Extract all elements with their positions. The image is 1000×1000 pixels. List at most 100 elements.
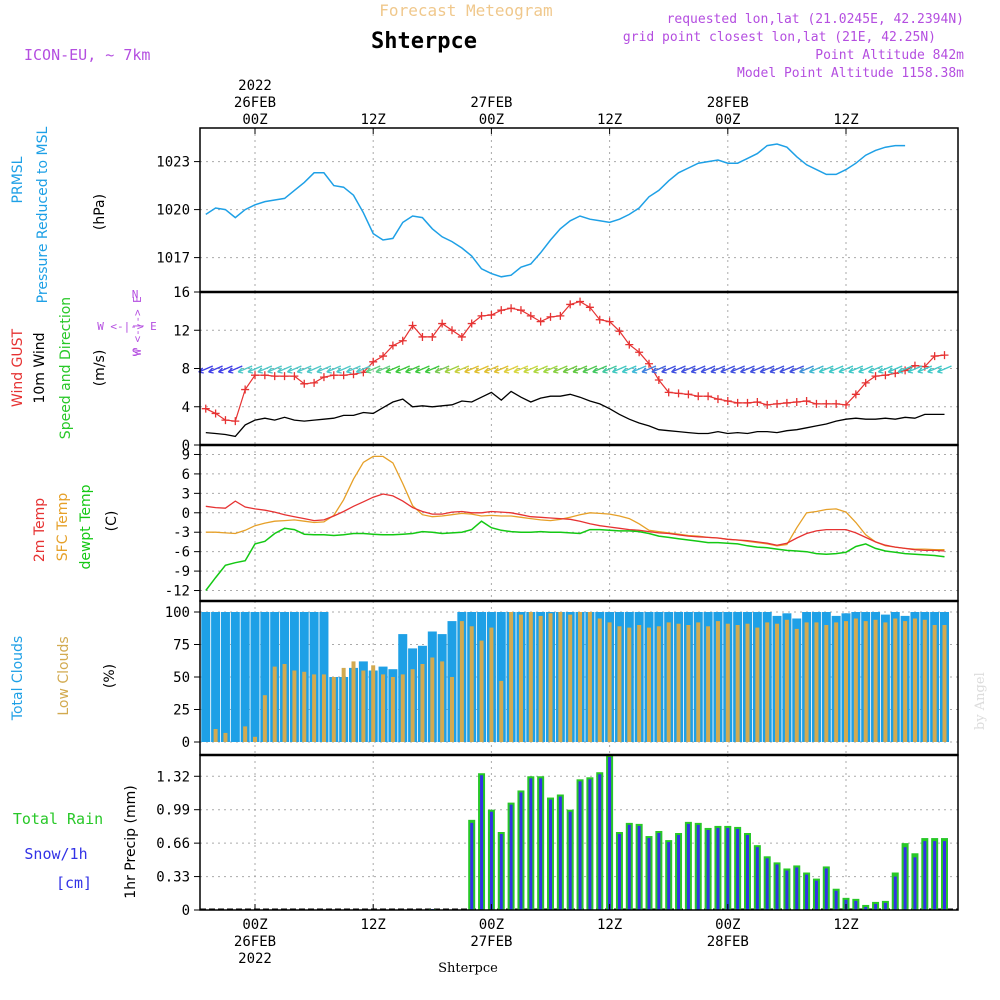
wind-direction-arrow	[405, 365, 420, 374]
pressure-label-prmsl: PRMSL	[10, 156, 26, 203]
top-time-label: 00Z	[715, 112, 740, 128]
gust-marker	[566, 300, 575, 309]
rain-precip-bar	[529, 778, 533, 910]
gust-marker	[654, 375, 663, 384]
pressure-ytick-label: 1017	[156, 251, 190, 267]
clouds-ytick-label: 75	[173, 638, 190, 654]
compass-s: S	[132, 346, 139, 359]
low-cloud-bar	[784, 619, 789, 742]
top-time-label: 2022	[238, 78, 272, 94]
top-time-label: 12Z	[361, 112, 386, 128]
wind-direction-arrow	[808, 365, 824, 374]
low-cloud-bar	[518, 614, 523, 742]
wind-direction-arrow	[631, 365, 647, 374]
wind-direction-arrow	[375, 365, 391, 374]
low-cloud-bar	[647, 627, 651, 742]
low-cloud-bar	[932, 625, 937, 742]
rain-precip-bar	[598, 774, 602, 910]
gust-marker	[300, 379, 309, 388]
wind-direction-arrow	[740, 365, 755, 374]
wind-direction-arrow	[937, 365, 952, 374]
low-cloud-bar	[302, 671, 307, 742]
gust-marker	[773, 399, 782, 408]
gust-marker	[251, 371, 259, 380]
low-cloud-bar	[824, 625, 829, 742]
wind-direction-arrow	[365, 365, 381, 374]
gust-marker	[694, 392, 703, 401]
low-cloud-bar	[538, 615, 543, 742]
temperature-ytick-label: -9	[173, 564, 190, 580]
wind-direction-arrow	[247, 365, 263, 374]
wind-direction-arrow	[454, 365, 470, 374]
bottom-time-label: 12Z	[833, 917, 858, 933]
clouds-unit-label: (%)	[102, 664, 118, 688]
gust-marker	[369, 357, 378, 366]
wind-10m-label: 10m Wind	[32, 332, 48, 403]
gust-marker	[615, 327, 624, 336]
rain-precip-bar	[470, 822, 474, 910]
low-cloud-bar	[725, 623, 730, 742]
rain-precip-bar	[903, 847, 907, 910]
temp-2m-line	[205, 493, 945, 552]
rain-precip-bar	[854, 900, 858, 910]
gust-marker	[280, 372, 289, 381]
wind-direction-arrow	[424, 365, 440, 374]
gust-marker	[753, 397, 762, 406]
gust-marker	[576, 297, 585, 306]
wind-direction-arrow	[848, 365, 864, 374]
low-cloud-bar	[735, 625, 740, 742]
rain-precip-bar	[893, 876, 897, 910]
bottom-time-label: 26FEB	[234, 934, 276, 950]
low-cloud-bar	[745, 623, 750, 742]
wind-direction-arrow	[582, 365, 598, 374]
low-cloud-bar	[430, 657, 435, 742]
wind-direction-arrow	[700, 365, 716, 374]
gust-marker	[792, 397, 801, 406]
low-cloud-bar	[676, 623, 681, 742]
rain-precip-bar	[746, 835, 749, 910]
gust-marker	[231, 417, 240, 426]
bottom-time-label: 12Z	[361, 917, 386, 933]
wind-direction-arrow	[286, 365, 302, 374]
wind-direction-arrow	[464, 365, 479, 374]
top-time-label: 00Z	[242, 112, 267, 128]
rain-precip-bar	[716, 827, 720, 910]
gust-marker	[881, 371, 890, 380]
wind-direction-arrow	[483, 365, 499, 374]
wind-direction-arrow	[355, 365, 371, 374]
gust-marker	[477, 311, 486, 320]
rain-precip-bar	[617, 834, 621, 910]
gust-marker	[871, 372, 880, 381]
wind-direction-arrow	[838, 365, 854, 374]
wind-direction-arrow	[523, 365, 539, 374]
rain-precip-bar	[785, 870, 789, 910]
wind-direction-arrow	[326, 365, 342, 374]
wind-speed-direction-label: Speed and Direction	[58, 297, 74, 439]
gust-marker	[802, 397, 811, 406]
wind-direction-arrow	[267, 365, 282, 374]
rain-precip-bar	[558, 796, 562, 910]
compass-n: N	[132, 288, 139, 301]
low-cloud-bar	[440, 661, 445, 742]
low-cloud-bar	[627, 627, 632, 742]
low-cloud-bar	[410, 669, 415, 742]
rain-precip-bar	[489, 811, 493, 910]
low-cloud-bar	[912, 618, 917, 742]
bottom-time-label: 27FEB	[470, 934, 512, 950]
wind-direction-arrow	[661, 365, 676, 374]
wind-ytick-label: 4	[182, 400, 190, 416]
low-cloud-bar	[666, 622, 671, 742]
precip-ytick-label: 0	[182, 903, 190, 919]
rain-precip-bar	[657, 833, 661, 910]
low-cloud-bar	[942, 625, 947, 742]
wind-direction-arrow	[434, 365, 450, 374]
gust-marker	[398, 336, 407, 345]
top-time-label: 28FEB	[707, 95, 749, 111]
gust-marker	[556, 311, 565, 320]
low-cloud-bar	[450, 677, 454, 742]
total-cloud-bar	[211, 612, 221, 742]
low-cloud-bar	[775, 623, 780, 742]
gust-marker	[329, 371, 338, 380]
bottom-time-label: 00Z	[715, 917, 740, 933]
total-cloud-bar	[230, 612, 240, 742]
